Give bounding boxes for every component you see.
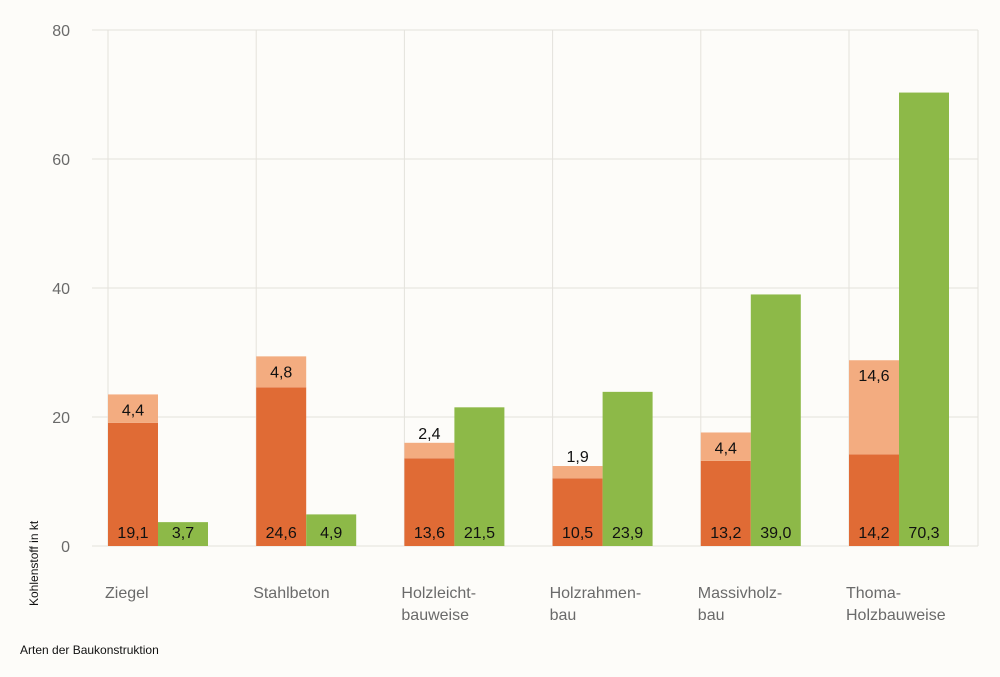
category-label-4-1: bau xyxy=(698,607,725,624)
bar-segment-bottom-5 xyxy=(849,454,899,546)
value-label-bottom-2: 13,6 xyxy=(414,525,445,542)
bar-second-3 xyxy=(602,391,653,546)
bar-segment-bottom-3 xyxy=(552,478,603,546)
bar-segment-bottom-0 xyxy=(108,422,158,546)
value-label-bottom-3: 10,5 xyxy=(562,525,593,542)
bar-segment-top-5 xyxy=(849,360,899,455)
value-label-top-0: 4,4 xyxy=(122,402,144,419)
y-tick-label-3: 60 xyxy=(52,152,70,169)
value-label-second-0: 3,7 xyxy=(172,525,194,542)
value-label-second-3: 23,9 xyxy=(612,525,643,542)
category-label-2-0: Holzleicht- xyxy=(401,585,476,602)
value-label-bottom-1: 24,6 xyxy=(266,525,297,542)
value-label-top-5: 14,6 xyxy=(858,368,889,385)
gridlines xyxy=(92,29,979,547)
bar-segment-top-2 xyxy=(404,442,455,459)
category-label-5-1: Holzbauweise xyxy=(846,607,946,624)
value-label-top-4: 4,4 xyxy=(715,440,737,457)
value-label-top-3: 1,9 xyxy=(566,449,588,466)
value-label-top-1: 4,8 xyxy=(270,364,292,381)
x-axis-title: Arten der Baukonstruktion xyxy=(20,643,159,657)
bar-segment-top-1 xyxy=(256,356,307,388)
x-axis-categories: Ziegel Stahlbeton Holzleicht-bauweise Holzr… xyxy=(105,585,946,624)
y-axis-title: Kohlenstoff in kt xyxy=(27,520,41,606)
bar-segment-top-0 xyxy=(108,394,158,423)
value-label-second-4: 39,0 xyxy=(760,525,791,542)
y-axis-ticks: 0 20 40 60 80 xyxy=(52,23,70,556)
y-tick-label-4: 80 xyxy=(52,23,70,40)
value-label-second-5: 70,3 xyxy=(908,525,939,542)
bars xyxy=(108,92,949,546)
bar-segment-bottom-4 xyxy=(700,460,751,546)
category-label-1-0: Stahlbeton xyxy=(253,585,330,602)
bar-segment-top-3 xyxy=(552,466,603,479)
category-label-3-1: bau xyxy=(550,607,577,624)
bar-second-1 xyxy=(306,514,357,546)
y-tick-label-0: 0 xyxy=(61,539,70,556)
bar-second-2 xyxy=(454,407,505,546)
y-tick-label-2: 40 xyxy=(52,281,70,298)
value-labels: 19,1 3,7 4,4 24,6 4,9 4,8 13,6 21,5 2,4 10,5 23,9 1… xyxy=(117,364,939,542)
category-label-3-0: Holzrahmen- xyxy=(550,585,642,602)
value-label-bottom-5: 14,2 xyxy=(858,525,889,542)
value-label-top-2: 2,4 xyxy=(418,426,440,443)
category-label-2-1: bauweise xyxy=(401,607,469,624)
category-label-4-0: Massivholz- xyxy=(698,585,782,602)
y-tick-label-1: 20 xyxy=(52,410,70,427)
bar-segment-bottom-2 xyxy=(404,458,455,546)
bar-second-4 xyxy=(750,294,801,546)
category-label-0-0: Ziegel xyxy=(105,585,149,602)
value-label-bottom-4: 13,2 xyxy=(710,525,741,542)
bar-second-0 xyxy=(158,522,208,546)
value-label-bottom-0: 19,1 xyxy=(117,525,148,542)
bar-second-5 xyxy=(899,92,949,546)
category-label-5-0: Thoma- xyxy=(846,585,901,602)
bar-segment-bottom-1 xyxy=(256,387,307,546)
bar-segment-top-4 xyxy=(700,432,751,461)
value-label-second-1: 4,9 xyxy=(320,525,342,542)
value-label-second-2: 21,5 xyxy=(464,525,495,542)
